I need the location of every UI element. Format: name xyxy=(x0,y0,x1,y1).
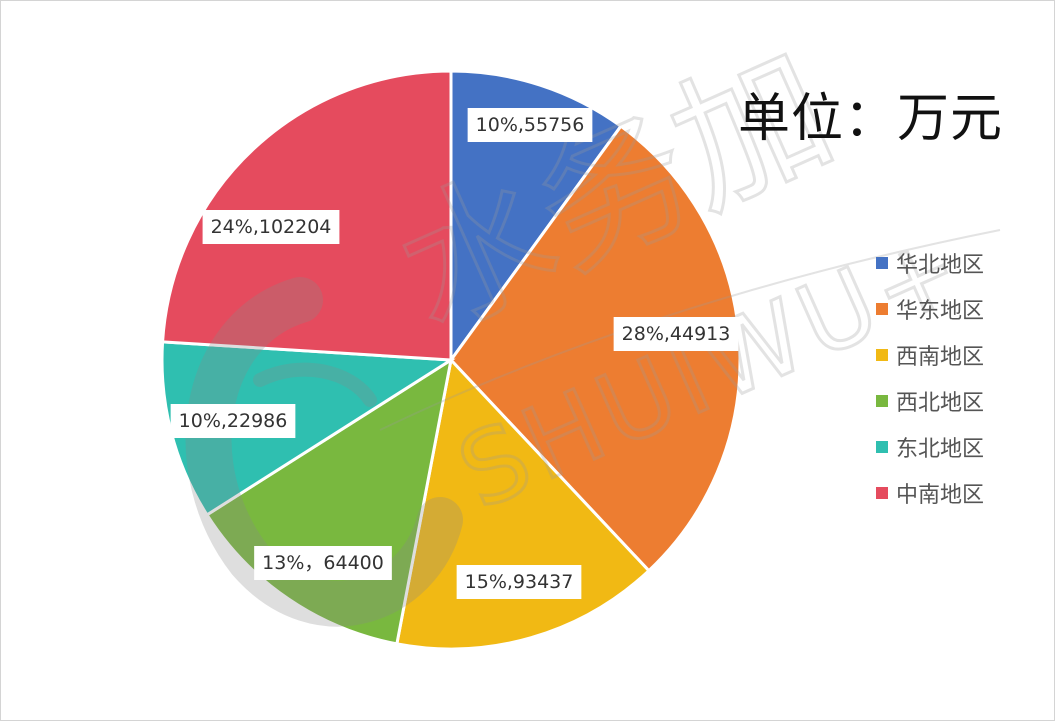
legend-item: 中南地区 xyxy=(876,470,1051,516)
legend: 华北地区 华东地区 西南地区 西北地区 东北地区 中南地区 xyxy=(876,240,1051,516)
watermark-logo-wave xyxy=(253,362,377,407)
pie-slices xyxy=(160,69,742,651)
data-label: 10%,55756 xyxy=(467,108,593,142)
legend-label: 西南地区 xyxy=(896,345,985,370)
pie-slice xyxy=(449,124,742,573)
legend-label: 华北地区 xyxy=(896,253,985,278)
legend-label: 华东地区 xyxy=(896,299,985,324)
legend-swatch xyxy=(876,441,888,453)
legend-item: 华北地区 xyxy=(876,240,1051,286)
data-label: 28%,44913 xyxy=(613,317,739,351)
legend-label: 中南地区 xyxy=(896,483,985,508)
legend-item: 东北地区 xyxy=(876,424,1051,470)
data-label-text: 15%,93437 xyxy=(465,571,574,593)
data-label: 15%,93437 xyxy=(456,565,582,599)
legend-label: 东北地区 xyxy=(896,437,985,462)
data-label-box xyxy=(456,565,582,599)
data-label: 13%，64400 xyxy=(254,546,392,580)
legend-item: 西南地区 xyxy=(876,332,1051,378)
data-label-text: 24%,102204 xyxy=(211,216,332,238)
legend-label: 西北地区 xyxy=(896,391,985,416)
watermark-line xyxy=(379,229,1001,431)
data-label-box xyxy=(613,317,739,351)
data-label: 10%,22986 xyxy=(170,404,296,438)
unit-title: 单位：万元 xyxy=(738,89,1004,149)
legend-item: 华东地区 xyxy=(876,286,1051,332)
legend-item: 西北地区 xyxy=(876,378,1051,424)
data-label-text: 28%,44913 xyxy=(622,323,731,345)
data-label-text: 13%，64400 xyxy=(262,552,384,574)
data-label-text: 10%,22986 xyxy=(179,410,288,432)
legend-swatch xyxy=(876,487,888,499)
legend-swatch xyxy=(876,349,888,361)
data-label: 24%,102204 xyxy=(202,210,340,244)
data-label-text: 10%,55756 xyxy=(476,114,585,136)
data-label-box xyxy=(254,546,392,580)
watermark-logo xyxy=(185,277,463,627)
pie-slice xyxy=(449,69,623,365)
legend-swatch xyxy=(876,257,888,269)
data-labels: 10%,55756 28%,44913 15%,93437 13%，64400 10%,… xyxy=(170,108,739,599)
legend-swatch xyxy=(876,395,888,407)
data-label-box xyxy=(170,404,296,438)
legend-swatch xyxy=(876,303,888,315)
data-label-box xyxy=(467,108,593,142)
data-label-box xyxy=(202,210,340,244)
